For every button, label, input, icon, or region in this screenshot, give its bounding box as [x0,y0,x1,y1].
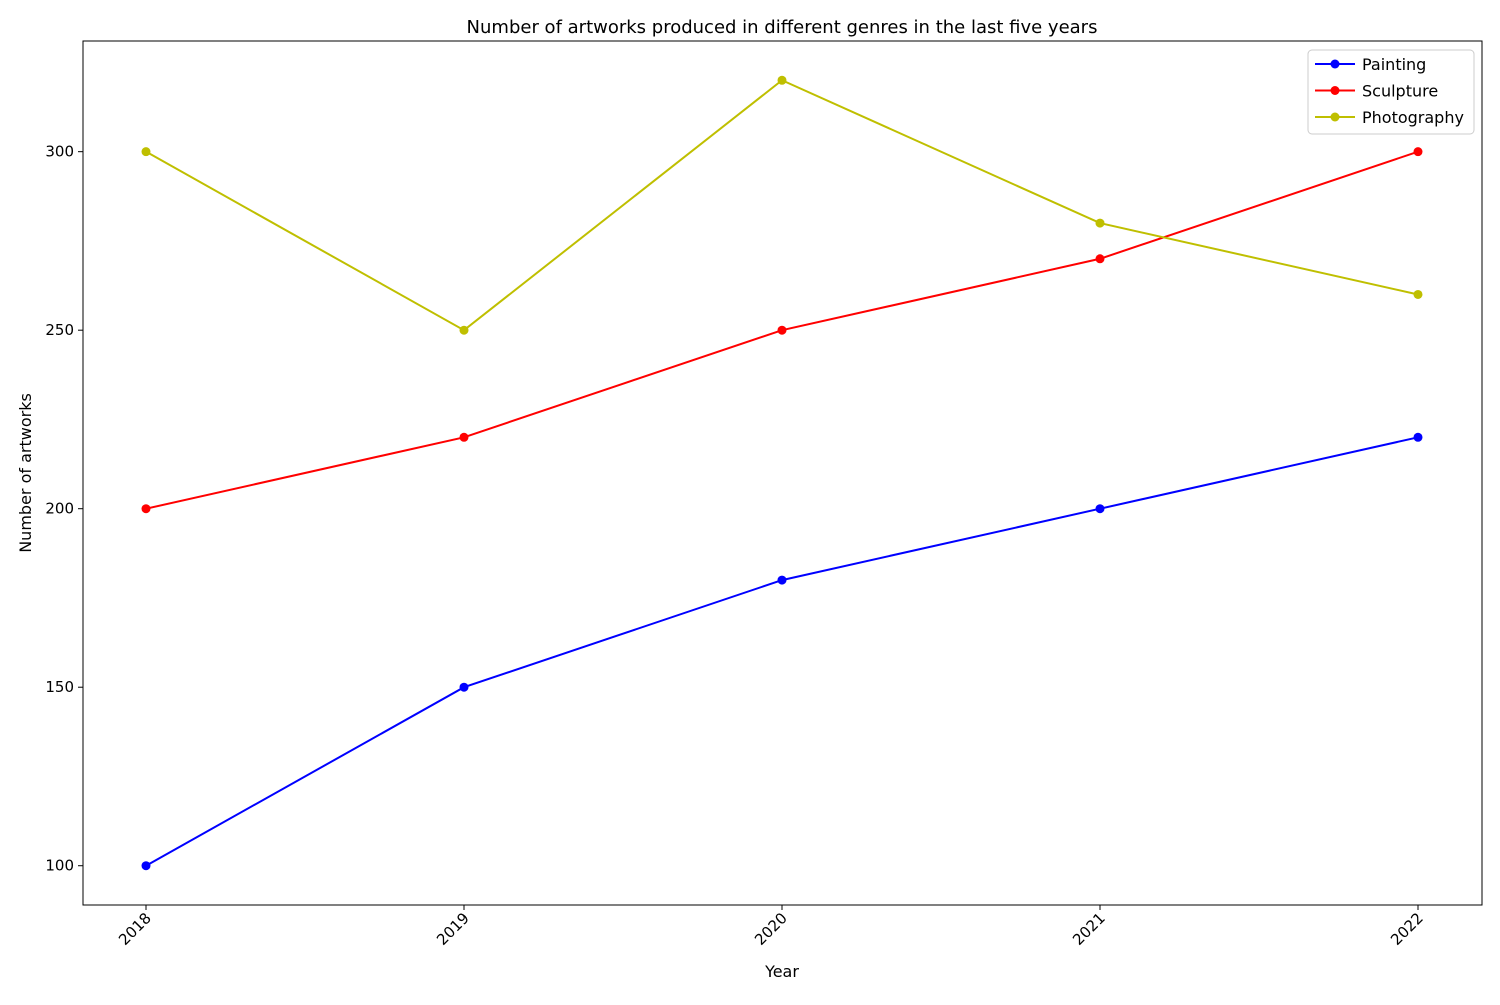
data-point [459,432,469,442]
x-tick-label: 2018 [115,909,155,949]
series-line [145,436,1419,867]
y-tick-label: 300 [45,143,74,161]
series-painting [141,432,1423,871]
data-point [141,504,151,514]
series-line [145,79,1419,332]
plot-area-frame [82,40,1483,906]
y-tick-label: 150 [45,678,74,696]
series-sculpture [141,147,1423,514]
data-point [777,575,787,585]
legend-box [1307,49,1475,135]
legend-label: Photography [1362,108,1464,127]
chart-title: Number of artworks produced in different… [467,17,1098,38]
data-point [1095,504,1105,514]
y-tick-label: 200 [45,500,74,518]
legend-marker [1330,59,1340,69]
x-tick-label: 2022 [1387,909,1427,949]
series-layer [141,75,1423,871]
legend-item: Sculpture [1315,82,1438,101]
data-point [141,147,151,157]
y-axis: 100 150 200 250 300 [45,143,83,875]
data-point [459,682,469,692]
data-point [1413,147,1423,157]
legend: Painting Sculpture Photography [1307,49,1475,135]
data-point [777,325,787,335]
legend-marker [1330,112,1340,122]
data-point [141,861,151,871]
data-point [459,325,469,335]
legend-item: Photography [1315,108,1464,127]
y-axis-label: Number of artworks [16,393,35,553]
y-tick-label: 100 [45,857,74,875]
data-point [1095,254,1105,264]
x-tick-label: 2020 [751,909,791,949]
legend-marker [1330,86,1340,95]
data-point [1413,432,1423,442]
series-photography [141,75,1423,335]
legend-label: Sculpture [1362,82,1438,101]
data-point [1413,289,1423,299]
x-axis: 2018 2019 2020 2021 2022 [115,905,1427,949]
y-tick-label: 250 [45,321,74,339]
legend-label: Painting [1362,55,1426,74]
data-point [777,75,787,85]
x-axis-label: Year [764,962,799,981]
x-tick-label: 2021 [1069,909,1109,949]
data-point [1095,218,1105,228]
x-tick-label: 2019 [433,909,473,949]
legend-item: Painting [1315,55,1426,74]
